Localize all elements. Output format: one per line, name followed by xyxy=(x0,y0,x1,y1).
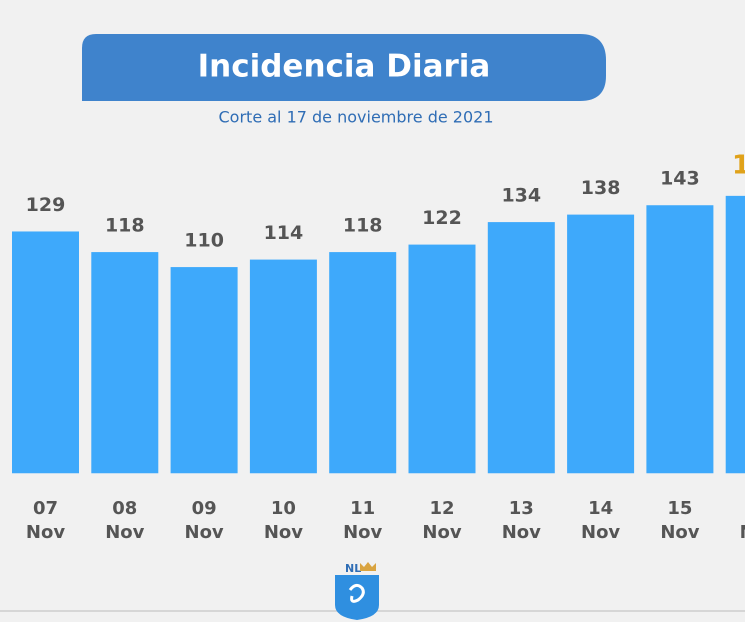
bar xyxy=(725,195,745,474)
x-tick-label: Nov xyxy=(502,522,541,543)
x-tick-label: 13 xyxy=(509,498,534,519)
logo: NL xyxy=(335,562,379,620)
bar xyxy=(646,205,714,474)
bar xyxy=(567,214,635,474)
x-tick-label: Nov xyxy=(264,522,303,543)
x-tick-label: 11 xyxy=(350,498,375,519)
x-tick-label: 12 xyxy=(429,498,454,519)
x-tick-label: 09 xyxy=(192,498,217,519)
bar xyxy=(487,222,555,474)
value-label: 129 xyxy=(26,194,66,216)
value-label: 118 xyxy=(105,215,145,237)
x-tick-label: Nov xyxy=(105,522,144,543)
title-banner xyxy=(82,34,606,101)
value-label: 138 xyxy=(581,177,621,199)
value-label: 110 xyxy=(184,230,224,252)
value-label: 148 xyxy=(732,150,745,180)
bar xyxy=(408,244,476,474)
value-label: 143 xyxy=(660,168,700,190)
x-tick-label: 15 xyxy=(667,498,692,519)
value-label: 122 xyxy=(422,207,462,229)
x-tick-label: 08 xyxy=(112,498,137,519)
x-tick-label: Nov xyxy=(343,522,382,543)
x-tick-label: Nov xyxy=(26,522,65,543)
x-tick-label: 10 xyxy=(271,498,296,519)
logo-text: NL xyxy=(345,562,361,575)
chart-title: Incidencia Diaria xyxy=(198,49,491,85)
bar xyxy=(170,267,238,474)
bar xyxy=(329,252,397,474)
bar xyxy=(91,252,159,474)
x-tick-label: Nov xyxy=(740,522,745,543)
chart-subtitle: Corte al 17 de noviembre de 2021 xyxy=(219,108,494,127)
value-label: 134 xyxy=(501,185,541,207)
x-tick-label: Nov xyxy=(581,522,620,543)
x-tick-label: Nov xyxy=(422,522,461,543)
x-tick-label: 07 xyxy=(33,498,58,519)
bar xyxy=(249,259,317,474)
x-tick-label: Nov xyxy=(185,522,224,543)
value-label: 114 xyxy=(264,222,304,244)
bar xyxy=(12,231,79,474)
x-tick-label: Nov xyxy=(660,522,699,543)
value-label: 118 xyxy=(343,215,383,237)
x-tick-label: 14 xyxy=(588,498,613,519)
